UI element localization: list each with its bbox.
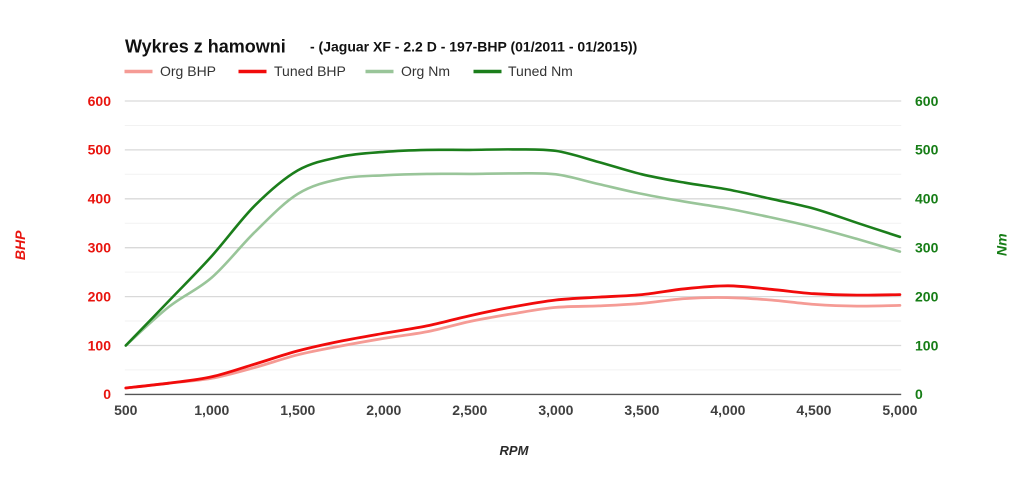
svg-text:500: 500 — [88, 142, 112, 158]
svg-text:3,500: 3,500 — [624, 402, 659, 418]
svg-text:4,000: 4,000 — [710, 402, 745, 418]
svg-text:300: 300 — [915, 240, 939, 256]
svg-text:600: 600 — [88, 93, 112, 109]
svg-text:Tuned BHP: Tuned BHP — [274, 63, 346, 79]
svg-text:100: 100 — [915, 337, 939, 353]
svg-text:300: 300 — [88, 240, 112, 256]
svg-text:100: 100 — [88, 337, 112, 353]
svg-text:Nm: Nm — [994, 233, 1010, 256]
svg-text:0: 0 — [103, 386, 111, 402]
svg-text:4,500: 4,500 — [796, 402, 831, 418]
svg-text:- (Jaguar XF - 2.2 D - 197-BHP: - (Jaguar XF - 2.2 D - 197-BHP (01/2011 … — [310, 39, 637, 55]
svg-text:RPM: RPM — [500, 443, 530, 458]
svg-text:2,000: 2,000 — [366, 402, 401, 418]
svg-text:600: 600 — [915, 93, 939, 109]
svg-text:400: 400 — [88, 191, 112, 207]
svg-text:2,500: 2,500 — [452, 402, 487, 418]
svg-text:400: 400 — [915, 191, 939, 207]
svg-text:Org Nm: Org Nm — [401, 63, 450, 79]
svg-text:1,500: 1,500 — [280, 402, 315, 418]
svg-text:500: 500 — [114, 402, 138, 418]
svg-text:0: 0 — [915, 386, 923, 402]
svg-text:200: 200 — [915, 288, 939, 304]
svg-text:500: 500 — [915, 142, 939, 158]
svg-text:200: 200 — [88, 288, 112, 304]
svg-text:Wykres z hamowni: Wykres z hamowni — [125, 37, 286, 57]
svg-text:1,000: 1,000 — [194, 402, 229, 418]
svg-text:5,000: 5,000 — [882, 402, 917, 418]
svg-text:Tuned Nm: Tuned Nm — [508, 63, 573, 79]
svg-text:BHP: BHP — [12, 230, 28, 260]
svg-text:Org BHP: Org BHP — [160, 63, 216, 79]
svg-text:3,000: 3,000 — [538, 402, 573, 418]
